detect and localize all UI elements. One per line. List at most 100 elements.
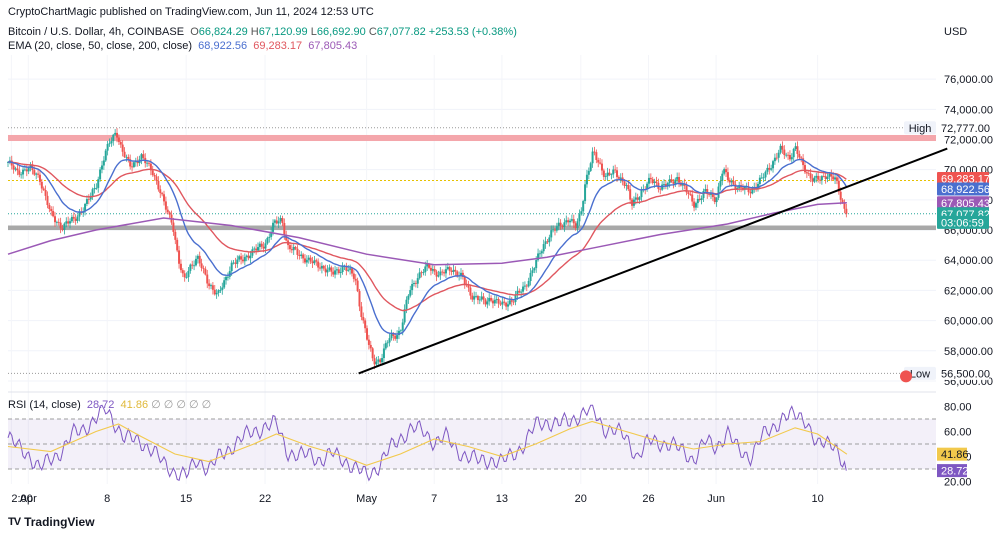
candle-body [78,212,81,217]
candle-body [484,299,487,305]
candle-body [525,285,528,287]
candle-body [219,289,222,291]
candle-body [151,170,154,176]
candle-body [210,285,213,287]
candle-body [191,264,194,266]
candle-body [698,198,701,200]
price-tick-label: 76,000.00 [944,74,993,86]
candle-body [792,148,795,158]
candle-body [72,216,75,219]
candle-body [478,299,481,301]
candle-body [61,228,64,230]
rsi-legend: RSI (14, close) 28.72 41.86 ∅ ∅ ∅ ∅ ∅ [8,398,211,411]
candle-body [25,169,28,172]
symbol-ohlc-row: Bitcoin / U.S. Dollar, 4h, COINBASE O66,… [8,26,517,38]
candle-body [841,199,844,203]
tradingview-branding[interactable]: TV TradingView [8,515,95,529]
candle-body [713,197,716,203]
candle-body [623,181,626,186]
price-label-tag-bg [904,121,936,135]
candle-body [129,159,132,167]
candle-body [555,226,558,231]
candle-body [67,221,70,224]
candle-body [413,283,416,284]
candle-body [826,176,829,180]
ema50-value: 69,283.17 [253,40,303,52]
candle-body [334,270,337,275]
candle-body [70,216,73,222]
candle-body [469,287,472,296]
candle-body [619,177,622,179]
candle-body [499,303,502,305]
candle-body [381,358,384,363]
candle-body [48,205,51,210]
rsi-label[interactable]: RSI (14, close) [8,399,81,411]
candle-body [40,181,43,189]
ema-legend: EMA (20, close, 50, close, 200, close) 6… [8,40,357,52]
candle-body [634,197,637,200]
candle-body [431,269,434,271]
candle-body [482,296,485,300]
symbol-title[interactable]: Bitcoin / U.S. Dollar, 4h, COINBASE [8,26,185,38]
currency-label[interactable]: USD [944,26,968,38]
price-label-bg [937,196,989,210]
candle-body [798,153,801,158]
candle-body [505,302,508,307]
ohlc-low: L66,692.90 [310,26,366,38]
candle-body [785,154,788,156]
candle-body [687,192,690,194]
candle-body [589,163,592,171]
candle-body [548,237,551,243]
candle-body [225,276,228,281]
candle-body [414,283,417,284]
candle-body [123,151,126,158]
candle-body [57,221,60,223]
candle-body [764,171,767,178]
candle-body [176,239,179,251]
candle-body [76,216,79,221]
candle-body [403,309,406,323]
candle-body [273,220,276,223]
candle-body [681,183,684,186]
candle-body [779,145,782,153]
candle-body [275,220,278,224]
candle-body [807,173,810,175]
candle-body [166,209,169,213]
candle-body [27,167,30,172]
candle-body [85,199,88,204]
candle-body [441,271,444,273]
candle-body [678,177,681,183]
price-tick-label: 62,000.00 [944,285,993,297]
candle-body [215,292,218,295]
candle-body [409,290,412,296]
time-tick-label: May [356,493,377,505]
candle-body [760,177,763,179]
candle-body [330,267,333,272]
candle-body [689,193,692,195]
ema20-value: 68,922.56 [198,40,248,52]
candle-body [106,144,109,151]
candle-body [382,348,385,359]
candle-body [723,169,726,174]
candle-body [700,198,703,200]
candle-body [213,289,216,295]
price-label-value: 03:06:59 [941,217,984,229]
candle-body [512,301,515,303]
candle-body [108,143,111,145]
candle-body [386,342,389,344]
candle-body [226,276,229,278]
ema-label[interactable]: EMA (20, close, 50, close, 200, close) [8,40,193,52]
tradingview-logo-icon: TV [8,516,21,528]
candle-body [612,169,615,175]
candle-body [388,338,391,343]
candle-body [600,163,603,171]
price-label-plain: Low 56,500.00 [904,366,990,380]
candle-body [349,268,352,270]
candle-body [452,269,455,272]
candle-body [185,277,188,278]
candle-body [354,278,357,281]
price-label-bg [937,215,989,229]
candle-body [208,283,211,287]
candle-body [439,271,442,276]
